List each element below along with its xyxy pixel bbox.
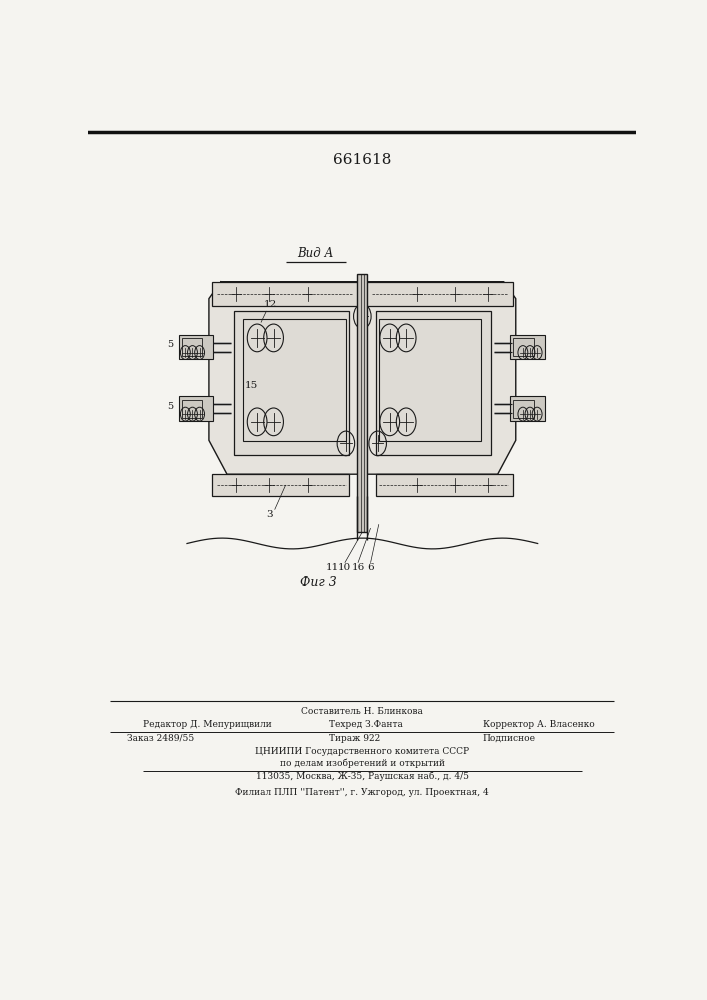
Text: Фиг 3: Фиг 3 bbox=[300, 575, 337, 588]
Text: 113035, Москва, Ж-35, Раушская наб., д. 4/5: 113035, Москва, Ж-35, Раушская наб., д. … bbox=[256, 771, 469, 781]
Bar bbox=[510, 396, 545, 421]
Text: 5: 5 bbox=[167, 402, 173, 411]
Text: 15: 15 bbox=[245, 381, 258, 390]
Text: по делам изобретений и открытий: по делам изобретений и открытий bbox=[280, 758, 445, 768]
Bar bbox=[243, 319, 346, 441]
Bar bbox=[233, 311, 349, 455]
Bar bbox=[179, 396, 214, 421]
Text: 16: 16 bbox=[351, 563, 365, 572]
Bar bbox=[211, 474, 349, 496]
Text: 5: 5 bbox=[167, 340, 173, 349]
Bar bbox=[376, 474, 513, 496]
Bar bbox=[211, 282, 513, 306]
Text: 3: 3 bbox=[266, 510, 272, 519]
Text: 12: 12 bbox=[264, 300, 277, 309]
Text: 10: 10 bbox=[338, 563, 351, 572]
Text: 6: 6 bbox=[367, 563, 374, 572]
Polygon shape bbox=[209, 282, 516, 474]
Bar bbox=[179, 335, 214, 359]
Text: Подписное: Подписное bbox=[483, 734, 536, 743]
Text: Вид А: Вид А bbox=[298, 247, 334, 260]
Bar bbox=[182, 338, 202, 356]
Bar bbox=[510, 335, 545, 359]
Text: 11: 11 bbox=[326, 563, 339, 572]
Text: Редактор Д. Мепурищвили: Редактор Д. Мепурищвили bbox=[144, 720, 272, 729]
Text: Тираж 922: Тираж 922 bbox=[329, 734, 380, 743]
Text: Техред З.Фанта: Техред З.Фанта bbox=[329, 720, 403, 729]
Text: Заказ 2489/55: Заказ 2489/55 bbox=[127, 734, 194, 743]
Text: Филиал ПЛП ''Патент'', г. Ужгород, ул. Проектная, 4: Филиал ПЛП ''Патент'', г. Ужгород, ул. П… bbox=[235, 788, 489, 797]
Bar bbox=[513, 400, 534, 418]
Text: 661618: 661618 bbox=[333, 153, 392, 167]
Bar bbox=[379, 319, 481, 441]
Text: Корректор А. Власенко: Корректор А. Власенко bbox=[483, 720, 595, 729]
Bar bbox=[358, 274, 367, 532]
Text: Составитель Н. Блинкова: Составитель Н. Блинкова bbox=[301, 707, 423, 716]
Text: ЦНИИПИ Государственного комитета СССР: ЦНИИПИ Государственного комитета СССР bbox=[255, 747, 469, 756]
Bar bbox=[513, 338, 534, 356]
Bar bbox=[182, 400, 202, 418]
Bar bbox=[376, 311, 491, 455]
